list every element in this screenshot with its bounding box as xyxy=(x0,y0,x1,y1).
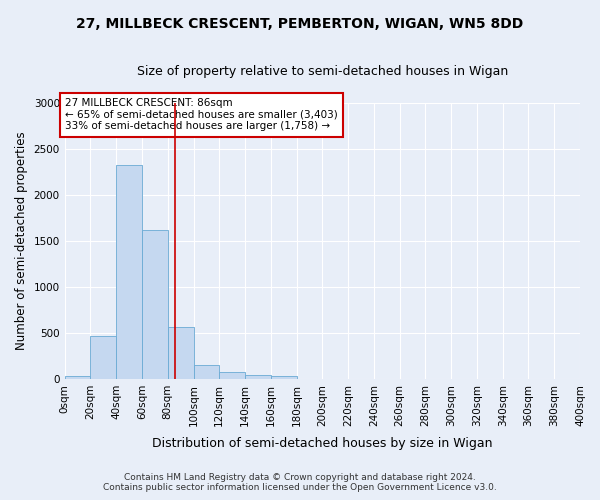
Bar xyxy=(271,376,296,379)
Bar xyxy=(142,230,168,379)
Bar xyxy=(116,166,142,379)
Text: Contains HM Land Registry data © Crown copyright and database right 2024.
Contai: Contains HM Land Registry data © Crown c… xyxy=(103,473,497,492)
Bar xyxy=(193,365,219,379)
Bar xyxy=(219,372,245,379)
Bar xyxy=(65,376,91,379)
X-axis label: Distribution of semi-detached houses by size in Wigan: Distribution of semi-detached houses by … xyxy=(152,437,493,450)
Bar xyxy=(245,376,271,379)
Bar xyxy=(91,336,116,379)
Y-axis label: Number of semi-detached properties: Number of semi-detached properties xyxy=(15,132,28,350)
Bar xyxy=(168,328,193,379)
Text: 27, MILLBECK CRESCENT, PEMBERTON, WIGAN, WN5 8DD: 27, MILLBECK CRESCENT, PEMBERTON, WIGAN,… xyxy=(76,18,524,32)
Title: Size of property relative to semi-detached houses in Wigan: Size of property relative to semi-detach… xyxy=(137,65,508,78)
Text: 27 MILLBECK CRESCENT: 86sqm
← 65% of semi-detached houses are smaller (3,403)
33: 27 MILLBECK CRESCENT: 86sqm ← 65% of sem… xyxy=(65,98,338,132)
